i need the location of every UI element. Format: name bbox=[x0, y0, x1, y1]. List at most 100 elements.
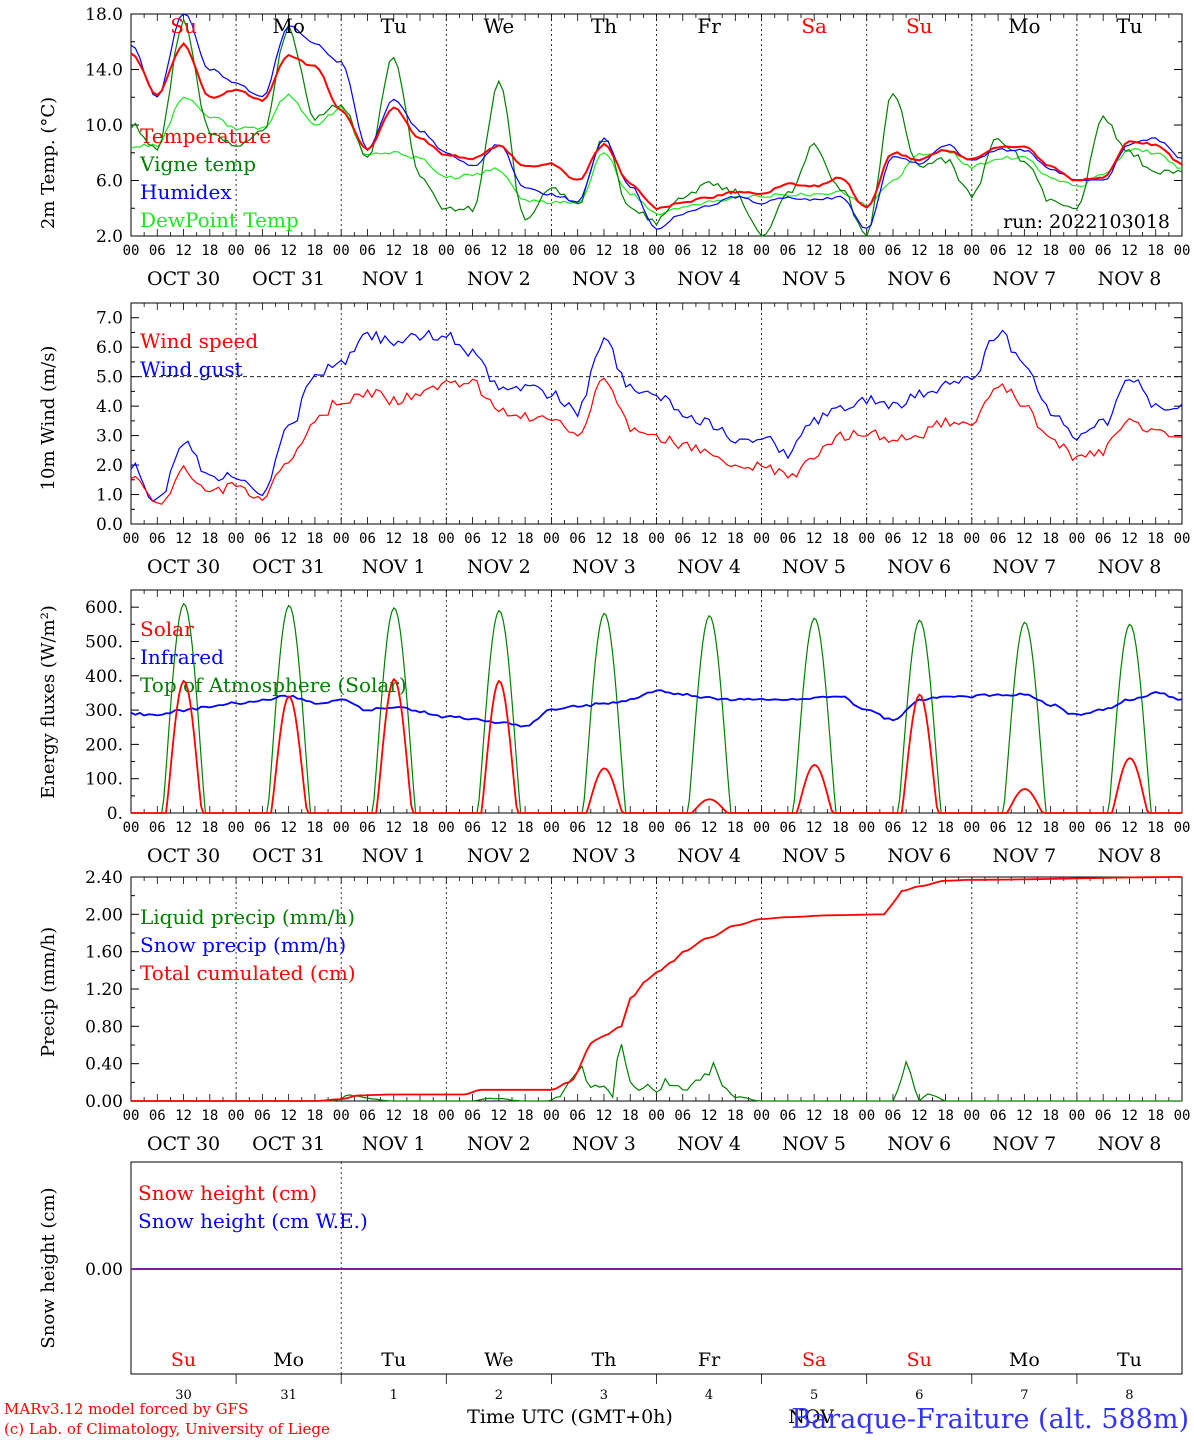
x-hour-label: 06 bbox=[885, 243, 902, 259]
day-number-label: 1 bbox=[390, 1388, 398, 1403]
x-hour-label: 06 bbox=[990, 243, 1007, 259]
x-hour-label: 12 bbox=[701, 820, 718, 836]
x-date-label: NOV 5 bbox=[782, 845, 846, 867]
x-hour-label: 18 bbox=[832, 820, 849, 836]
x-date-label: NOV 2 bbox=[467, 845, 531, 867]
x-hour-label: 18 bbox=[1042, 531, 1059, 547]
x-hour-label: 18 bbox=[412, 243, 429, 259]
model-credit: MARv3.12 model forced by GFS bbox=[4, 1400, 248, 1418]
x-hour-label: 00 bbox=[1068, 820, 1085, 836]
x-hour-label: 12 bbox=[1016, 531, 1033, 547]
x-hour-label: 12 bbox=[175, 243, 192, 259]
series-infrared bbox=[130, 689, 1183, 728]
x-hour-label: 00 bbox=[1068, 1108, 1085, 1124]
y-tick-label: 400. bbox=[85, 667, 123, 687]
x-date-label: OCT 30 bbox=[147, 1133, 220, 1155]
x-hour-label: 18 bbox=[201, 243, 218, 259]
x-hour-label: 00 bbox=[333, 820, 350, 836]
temperature-panel: 2.0 6.0 10.0 14.0 18.0 2m Temp. (°C) 00 06 12 18 O… bbox=[38, 5, 1190, 290]
x-hour-label: 06 bbox=[779, 1108, 796, 1124]
x-hour-label: 00 bbox=[1068, 243, 1085, 259]
x-hour-label: 00 bbox=[963, 1108, 980, 1124]
x-hour-label: 00 bbox=[438, 820, 455, 836]
y-tick-label: 0. bbox=[107, 804, 123, 824]
energy-y-axis-label: Energy fluxes (W/m²) bbox=[38, 605, 59, 799]
x-hour-label: 18 bbox=[1147, 243, 1164, 259]
series-wind-gust bbox=[130, 329, 1183, 503]
x-date-label: NOV 7 bbox=[992, 1133, 1056, 1155]
x-hour-label: 00 bbox=[1174, 243, 1191, 259]
day-name-label: Tu bbox=[1117, 1349, 1142, 1371]
panels-group: 2.06.010.014.018.02m Temp. (°C)00 06 12 18O… bbox=[38, 5, 1190, 1403]
x-date-label: OCT 30 bbox=[147, 845, 220, 867]
x-hour-label: 06 bbox=[464, 243, 481, 259]
x-hour-label: 12 bbox=[806, 531, 823, 547]
x-hour-label: 12 bbox=[280, 1108, 297, 1124]
day-number-label: 31 bbox=[280, 1388, 297, 1403]
x-hour-label: 06 bbox=[149, 820, 166, 836]
x-hour-label: 06 bbox=[569, 243, 586, 259]
x-hour-label: 06 bbox=[674, 820, 691, 836]
x-hour-label: 00 bbox=[333, 243, 350, 259]
temperature-legend-2: Humidex bbox=[140, 180, 232, 204]
energy-legend-0: Solar bbox=[140, 617, 194, 641]
x-hour-label: 06 bbox=[254, 820, 271, 836]
x-hour-label: 00 bbox=[123, 1108, 140, 1124]
x-hour-label: 12 bbox=[385, 1108, 402, 1124]
x-hour-label: 06 bbox=[779, 820, 796, 836]
x-hour-label: 12 bbox=[490, 531, 507, 547]
series-temperature bbox=[130, 41, 1183, 211]
day-name-label: Su bbox=[906, 14, 933, 38]
series-wind-speed bbox=[130, 377, 1182, 505]
x-hour-label: 00 bbox=[438, 243, 455, 259]
x-hour-label: 06 bbox=[779, 531, 796, 547]
x-hour-label: 12 bbox=[596, 820, 613, 836]
station-title: Baraque-Fraiture (alt. 588m) bbox=[791, 1404, 1189, 1435]
temperature-y-axis-label: 2m Temp. (°C) bbox=[38, 97, 59, 229]
x-hour-label: 18 bbox=[517, 820, 534, 836]
wind-legend-1: Wind gust bbox=[140, 357, 243, 381]
x-hour-label: 06 bbox=[254, 1108, 271, 1124]
day-name-label: Tu bbox=[381, 1349, 406, 1371]
x-hour-label: 00 bbox=[858, 1108, 875, 1124]
x-hour-label: 00 bbox=[1174, 1108, 1191, 1124]
precip-panel: 0.00 0.40 0.80 1.20 1.60 2.00 2.40 Precip (mm/h… bbox=[38, 868, 1190, 1155]
x-date-label: NOV 5 bbox=[782, 556, 846, 578]
x-hour-label: 06 bbox=[464, 1108, 481, 1124]
day-number-label: 7 bbox=[1020, 1388, 1028, 1403]
x-hour-label: 18 bbox=[622, 243, 639, 259]
x-hour-label: 12 bbox=[911, 820, 928, 836]
day-name-label: Su bbox=[907, 1349, 932, 1371]
x-hour-label: 00 bbox=[753, 531, 770, 547]
x-date-label: NOV 8 bbox=[1098, 556, 1162, 578]
day-name-label: We bbox=[483, 14, 514, 38]
precip-legend-2: Total cumulated (cm) bbox=[140, 961, 356, 985]
day-name-label: Fr bbox=[698, 1349, 721, 1371]
x-date-label: NOV 3 bbox=[572, 845, 636, 867]
x-hour-label: 18 bbox=[201, 1108, 218, 1124]
x-hour-label: 12 bbox=[911, 1108, 928, 1124]
y-tick-label: 14.0 bbox=[85, 61, 123, 81]
x-date-label: OCT 31 bbox=[252, 268, 325, 290]
x-hour-label: 00 bbox=[228, 531, 245, 547]
x-hour-label: 12 bbox=[1121, 1108, 1138, 1124]
x-hour-label: 06 bbox=[149, 243, 166, 259]
x-hour-label: 06 bbox=[674, 243, 691, 259]
y-tick-label: 100. bbox=[85, 770, 123, 790]
series-humidex bbox=[130, 13, 1183, 230]
x-hour-label: 00 bbox=[648, 531, 665, 547]
x-hour-label: 18 bbox=[937, 243, 954, 259]
wind-y-axis-label: 10m Wind (m/s) bbox=[38, 346, 59, 491]
x-hour-label: 18 bbox=[937, 820, 954, 836]
x-hour-label: 00 bbox=[333, 531, 350, 547]
x-hour-label: 00 bbox=[858, 243, 875, 259]
x-hour-label: 06 bbox=[990, 1108, 1007, 1124]
y-tick-label: 10.0 bbox=[85, 116, 123, 136]
x-hour-label: 12 bbox=[175, 1108, 192, 1124]
energy-legend-2: Top of Atmosphere (Solar) bbox=[140, 673, 407, 697]
x-hour-label: 06 bbox=[569, 531, 586, 547]
precip-y-axis-label: Precip (mm/h) bbox=[38, 927, 59, 1057]
x-hour-label: 18 bbox=[727, 243, 744, 259]
x-hour-label: 00 bbox=[858, 820, 875, 836]
x-date-label: NOV 1 bbox=[362, 556, 426, 578]
